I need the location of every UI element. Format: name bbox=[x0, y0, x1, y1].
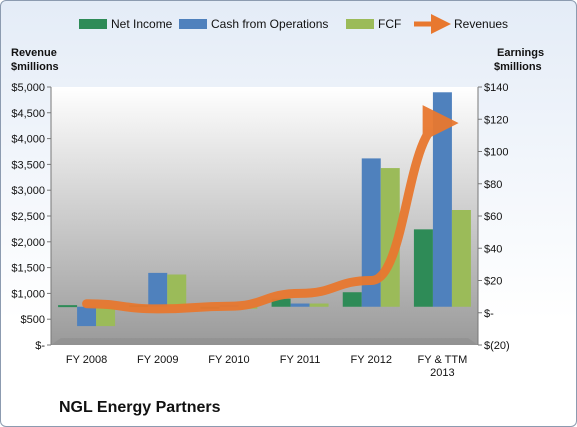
right-tick-label: $140 bbox=[484, 82, 508, 94]
bar-fcf bbox=[309, 303, 329, 307]
left-tick-label: $4,500 bbox=[11, 108, 45, 120]
bar-net-income bbox=[58, 305, 78, 308]
bar-cash-from-operations bbox=[148, 272, 168, 307]
x-tick-label: FY 2011 bbox=[280, 354, 321, 366]
right-tick-label: $120 bbox=[484, 114, 508, 126]
bar-cash-from-operations bbox=[361, 158, 381, 307]
left-tick-label: $2,000 bbox=[11, 237, 45, 249]
legend: Net Income Cash from Operations FCF Revenue… bbox=[79, 14, 508, 34]
right-tick-label: $(20) bbox=[484, 340, 510, 352]
legend-label: FCF bbox=[378, 17, 401, 31]
left-tick-label: $4,000 bbox=[11, 134, 45, 146]
right-tick-label: $100 bbox=[484, 147, 508, 159]
plot-floor bbox=[51, 338, 478, 345]
left-axis-title: Revenue bbox=[11, 47, 57, 59]
plot-area bbox=[51, 87, 478, 345]
bar-net-income bbox=[271, 298, 291, 307]
left-tick-label: $2,500 bbox=[11, 211, 45, 223]
x-tick-label-line2: 2013 bbox=[430, 367, 454, 379]
left-tick-label: $3,500 bbox=[11, 159, 45, 171]
bar-net-income bbox=[413, 229, 433, 307]
right-axis-title: Earnings bbox=[497, 47, 544, 59]
legend-swatch bbox=[179, 19, 207, 29]
right-tick-label: $80 bbox=[484, 179, 502, 191]
left-tick-label: $1,000 bbox=[11, 288, 45, 300]
left-tick-label: $3,000 bbox=[11, 185, 45, 197]
axes: $- $500 $1,000 $1,500 $2,000 $2,500 $3,000 $3,5… bbox=[11, 47, 544, 379]
legend-label: Cash from Operations bbox=[211, 17, 328, 31]
bar-fcf bbox=[451, 210, 471, 307]
bar-cash-from-operations bbox=[77, 306, 97, 327]
x-tick-label: FY 2008 bbox=[66, 354, 107, 366]
left-tick-label: $- bbox=[35, 340, 45, 352]
revenue-line bbox=[82, 105, 459, 314]
left-tick-label: $1,500 bbox=[11, 263, 45, 275]
company-name: NGL Energy Partners bbox=[59, 399, 221, 416]
right-tick-label: $40 bbox=[484, 243, 502, 255]
x-tick-label: FY 2010 bbox=[208, 354, 249, 366]
right-tick-label: $20 bbox=[484, 276, 502, 288]
left-tick-label: $500 bbox=[21, 314, 45, 326]
legend-swatch bbox=[346, 19, 374, 29]
legend-label: Net Income bbox=[111, 17, 173, 31]
bar-fcf bbox=[96, 306, 116, 327]
left-axis-title-units: $millions bbox=[11, 61, 59, 73]
right-tick-label: $- bbox=[484, 308, 494, 320]
bar-fcf bbox=[167, 274, 187, 307]
x-tick-label: FY 2009 bbox=[137, 354, 178, 366]
left-tick-label: $5,000 bbox=[11, 82, 45, 94]
right-axis-title-units: $millions bbox=[494, 61, 542, 73]
right-tick-label: $60 bbox=[484, 211, 502, 223]
bar-cash-from-operations bbox=[290, 303, 310, 307]
bar-cash-from-operations bbox=[432, 92, 452, 307]
bar-net-income bbox=[342, 292, 362, 307]
legend-swatch bbox=[79, 19, 107, 29]
legend-label: Revenues bbox=[454, 17, 508, 31]
x-tick-label: FY 2012 bbox=[351, 354, 392, 366]
x-tick-label: FY & TTM bbox=[418, 354, 468, 366]
